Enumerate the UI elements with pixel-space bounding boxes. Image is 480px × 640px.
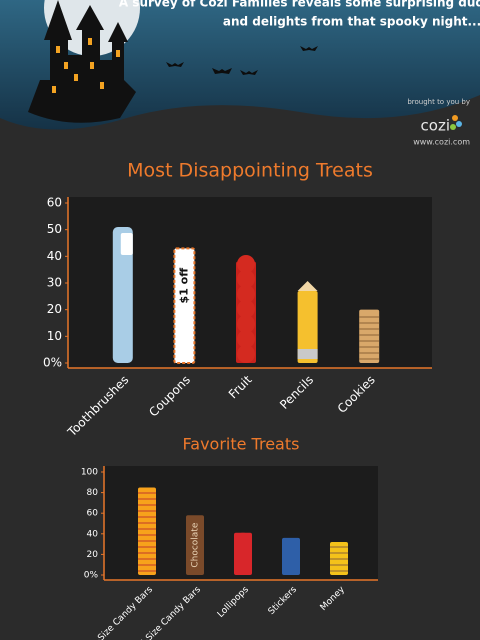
bar [186,515,204,575]
castle-windows [52,38,120,93]
y-tick-label: 30 [47,276,62,290]
y-tick-label: 40 [87,529,99,539]
bar-annotation: Chocolate [191,522,201,567]
intro-line: A survey of Cozi Families reveals some s… [119,0,480,10]
y-tick-label: 0% [43,356,62,370]
y-tick-label: 0% [84,571,99,581]
apple [237,255,255,273]
y-tick-label: 40 [47,249,62,263]
brand-logo: cozi [421,117,450,135]
sponsor-text: brought to you by [407,98,470,106]
bats [166,46,318,75]
url-text: www.cozi.com [413,138,470,147]
y-tick-label: 60 [87,509,99,519]
treat-bar [297,281,318,363]
bar [282,537,300,575]
treat-bar: $1 off [173,247,196,364]
bar [359,309,380,363]
bar [112,227,133,363]
brush-head [120,233,133,255]
bar [173,247,196,364]
y-tick-label: 100 [81,468,98,478]
y-tick-label: 60 [47,196,62,210]
chart-title: Favorite Treats [183,435,300,454]
logo-dots [450,115,462,130]
treat-bar [234,532,252,575]
treat-bar [236,255,256,363]
treat-bar [282,537,300,575]
y-tick-label: 20 [47,302,62,316]
apple [237,270,255,288]
apple [237,285,255,303]
eraser [297,349,318,359]
chart-title: Most Disappointing Treats [127,160,373,182]
treat-bar [138,487,156,575]
treat-bar [359,309,380,363]
intro-line: and delights from that spooky night... [223,15,480,29]
apple [237,300,255,318]
y-tick-label: 10 [47,329,62,343]
y-tick-label: 20 [87,550,99,560]
pencil-tip [297,281,318,291]
apple [237,315,255,333]
treat-bar: Chocolate [186,515,204,575]
y-tick-label: 80 [87,488,99,498]
apple [237,345,255,363]
apple [237,330,255,348]
bar [138,487,156,575]
treat-bar [330,542,348,575]
bar-annotation: $1 off [177,268,190,304]
treat-bar [112,227,133,363]
y-tick-label: 50 [47,222,62,236]
lollipop [234,532,252,551]
bar [297,291,318,363]
